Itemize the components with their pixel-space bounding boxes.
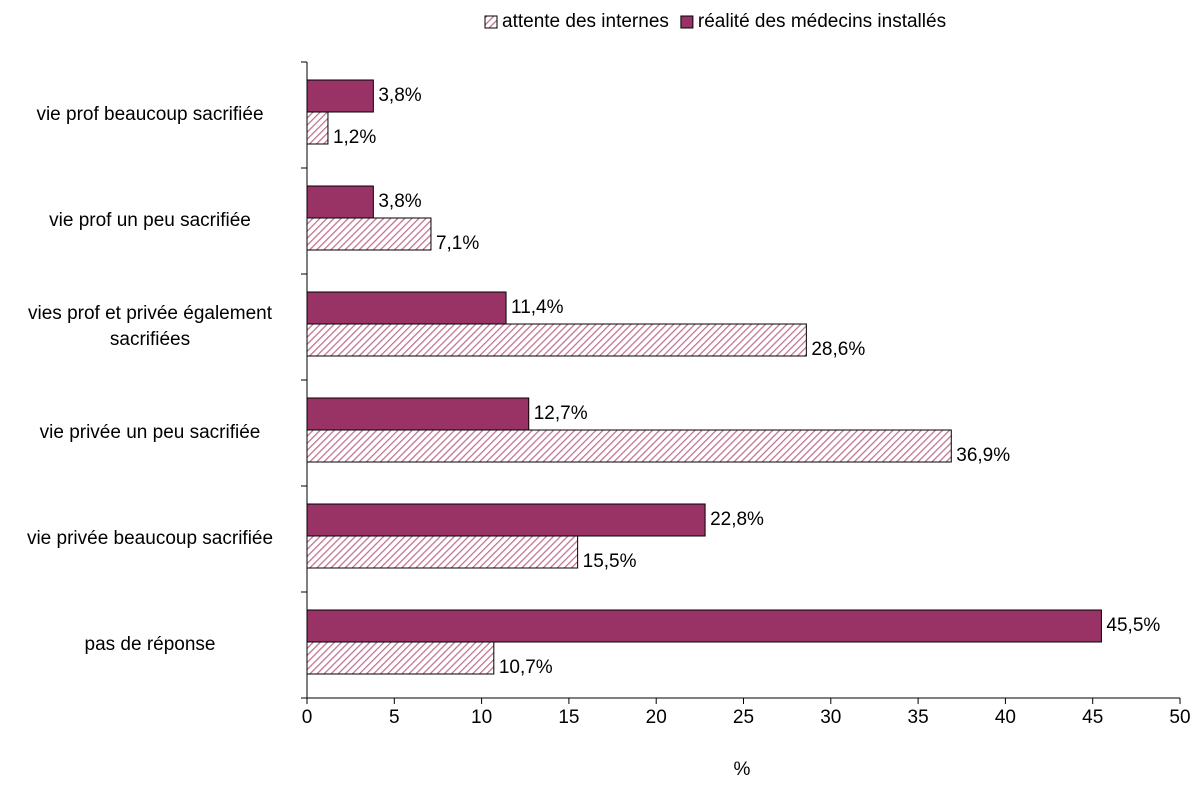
data-label: 22,8% — [710, 509, 764, 530]
data-label: 7,1% — [436, 233, 479, 254]
legend-swatch — [484, 15, 498, 29]
y-tick-label: vies prof et privée également sacrifiées — [28, 303, 272, 350]
y-tick-label: vie prof beaucoup sacrifiée — [36, 104, 264, 125]
x-tick-label: 25 — [733, 707, 754, 728]
x-tick-label: 30 — [820, 707, 841, 728]
bar — [306, 217, 432, 251]
bar — [306, 185, 374, 219]
y-tick-label: vie prof un peu sacrifiée — [49, 210, 251, 231]
data-label: 28,6% — [811, 339, 865, 360]
x-tick-label: 45 — [1082, 707, 1103, 728]
bar — [306, 291, 507, 325]
data-label: 12,7% — [534, 403, 588, 424]
data-label: 3,8% — [378, 85, 421, 106]
data-label: 15,5% — [583, 551, 637, 572]
x-tick-label: 5 — [389, 707, 400, 728]
x-tick-label: 0 — [302, 707, 313, 728]
bar — [306, 429, 952, 463]
x-tick-label: 15 — [558, 707, 579, 728]
data-label: 45,5% — [1106, 615, 1160, 636]
data-label: 10,7% — [499, 657, 553, 678]
x-tick-label: 35 — [908, 707, 929, 728]
bar — [306, 609, 1102, 643]
y-tick-label: vie privée beaucoup sacrifiée — [26, 528, 274, 549]
legend-swatch — [680, 15, 694, 29]
data-label: 1,2% — [333, 127, 376, 148]
x-tick-label: 10 — [471, 707, 492, 728]
legend-label: réalité des médecins installés — [698, 11, 946, 32]
x-tick-label: 40 — [995, 707, 1016, 728]
bar — [306, 79, 374, 113]
bar — [306, 641, 495, 675]
data-label: 3,8% — [378, 191, 421, 212]
x-axis-label: % — [734, 759, 751, 780]
bar — [306, 111, 329, 145]
legend-label: attente des internes — [502, 11, 669, 32]
data-label: 36,9% — [956, 445, 1010, 466]
data-label: 11,4% — [511, 297, 564, 318]
bar — [306, 323, 807, 357]
bar — [306, 503, 706, 537]
y-tick-label: vie privée un peu sacrifiée — [39, 422, 261, 443]
bar — [306, 535, 579, 569]
x-tick-label: 50 — [1169, 707, 1190, 728]
bar — [306, 397, 530, 431]
y-tick-label: pas de réponse — [84, 634, 216, 655]
x-tick-label: 20 — [646, 707, 667, 728]
